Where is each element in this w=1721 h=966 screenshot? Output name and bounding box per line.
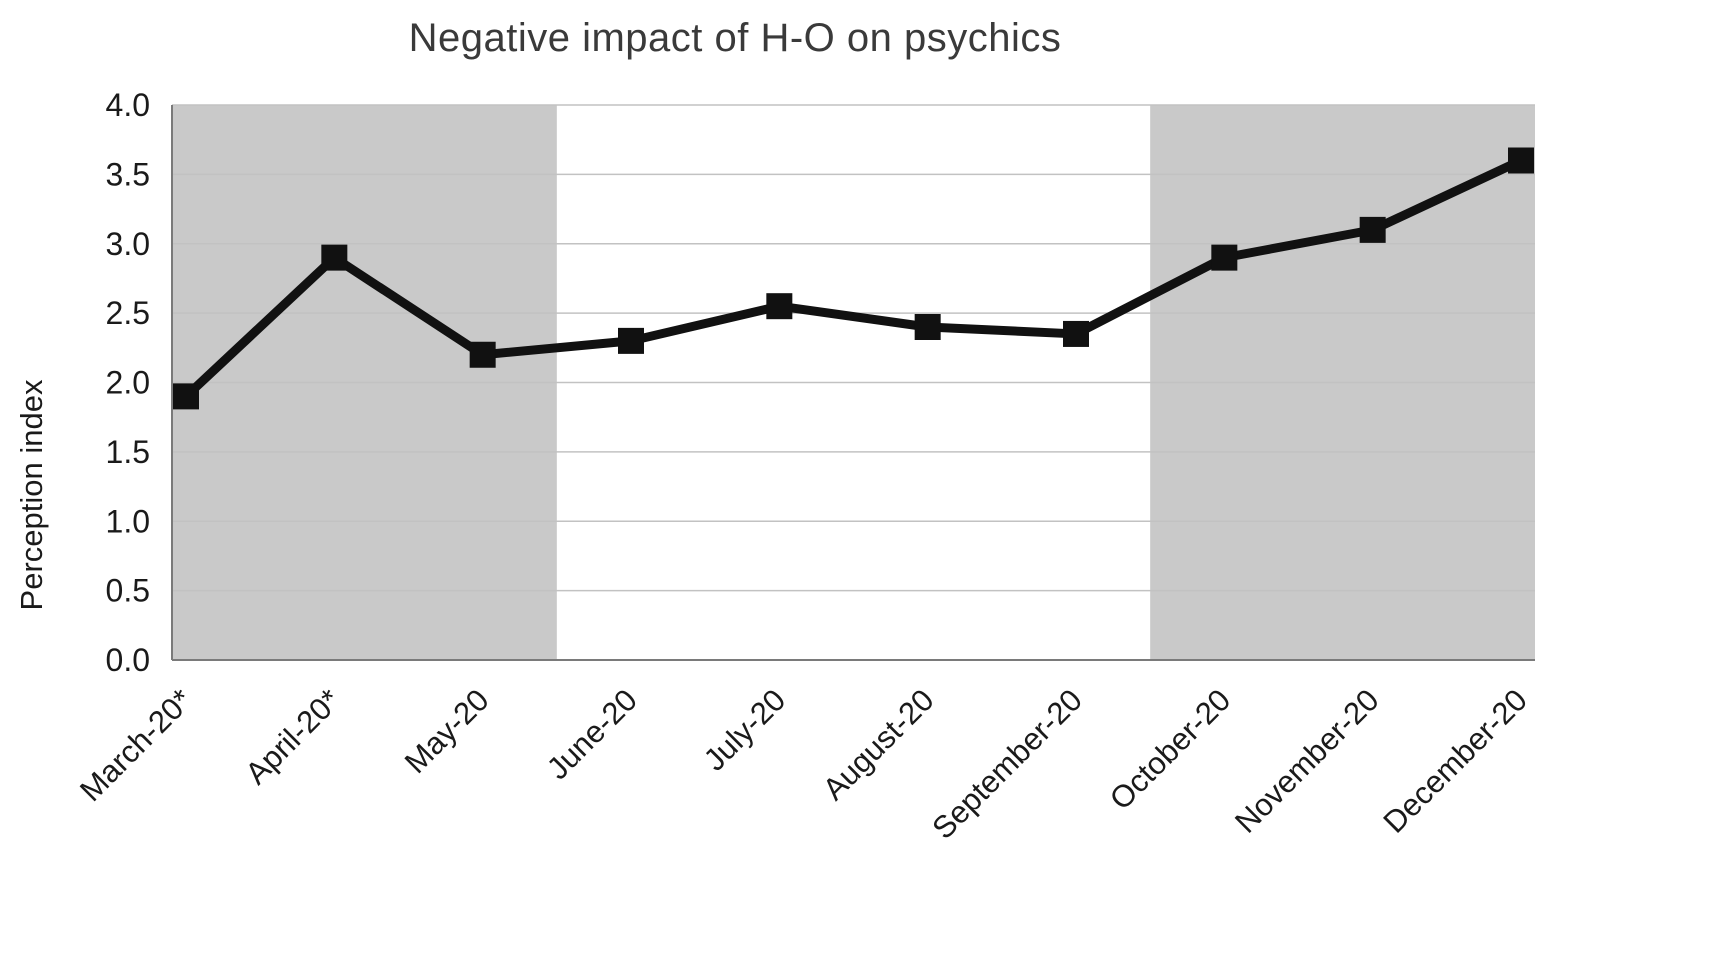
y-tick-label: 0.0: [106, 642, 150, 678]
data-point-marker: [1211, 244, 1238, 271]
series-line: [181, 156, 1526, 401]
x-tick-label: March-20*: [73, 682, 199, 808]
x-tick-label: August-20: [816, 682, 941, 807]
data-point-marker: [1359, 216, 1386, 243]
y-tick-label: 3.5: [106, 156, 150, 192]
data-point-marker: [914, 314, 941, 340]
x-tick-label: May-20: [398, 682, 496, 780]
x-tick-label: November-20: [1228, 682, 1386, 840]
y-tick-label: 2.0: [106, 365, 150, 401]
x-tick-label: October-20: [1103, 682, 1237, 816]
x-tick-label: June-20: [540, 682, 644, 786]
x-tick-label: July-20: [697, 682, 792, 777]
data-point-marker: [469, 341, 496, 368]
y-tick-label: 1.0: [106, 503, 150, 539]
data-point-marker: [173, 383, 199, 410]
data-point-marker: [321, 244, 348, 271]
x-tick-label: April-20*: [238, 682, 347, 791]
y-tick-label: 1.5: [106, 434, 150, 470]
data-point-marker: [1508, 147, 1534, 174]
chart-title: Negative impact of H-O on psychics: [408, 16, 1062, 60]
data-point-marker: [618, 327, 644, 354]
x-tick-label: September-20: [925, 682, 1089, 846]
chart-layers: 0.0 0.5 1.0 1.5 2.0 2.5 3.0 3.5 4.0 March-20* Apri…: [73, 87, 1535, 846]
y-tick-label: 4.0: [106, 87, 150, 123]
y-tick-label: 3.0: [106, 226, 150, 262]
y-axis-title: Perception index: [14, 379, 49, 610]
data-point-marker: [1063, 320, 1089, 347]
y-tick-label: 0.5: [106, 573, 150, 609]
data-point-marker: [766, 293, 793, 320]
y-tick-label: 2.5: [106, 295, 150, 331]
x-tick-label: December-20: [1376, 682, 1534, 840]
